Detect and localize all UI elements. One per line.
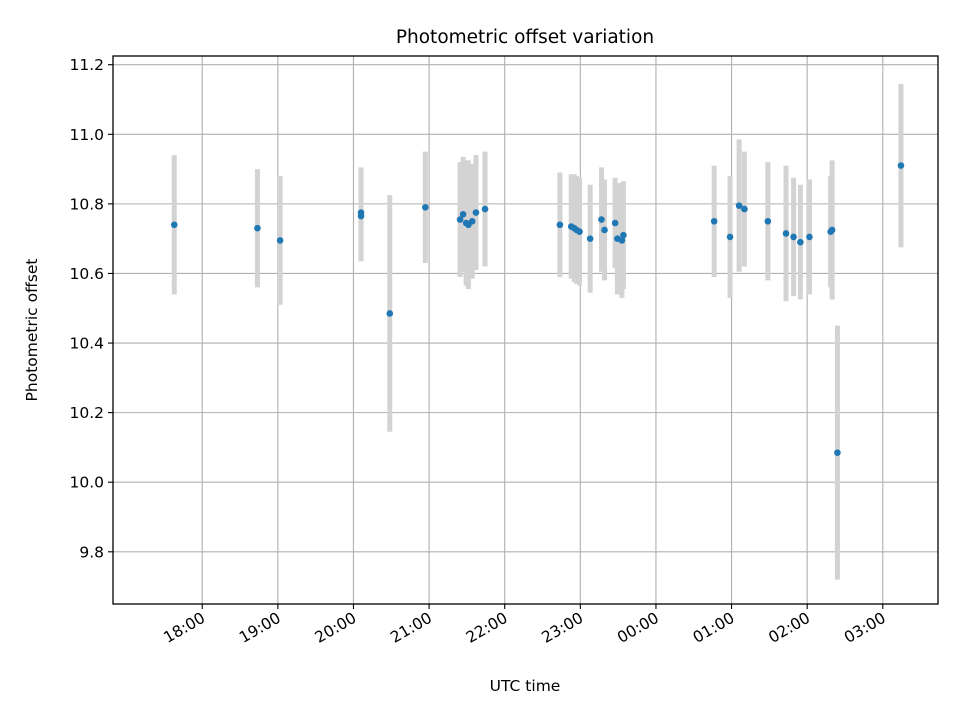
data-point (741, 205, 748, 213)
y-axis-ticks: 9.8 10.0 10.2 10.4 10.6 10.8 11.0 11.2 (69, 56, 113, 561)
x-axis-label: UTC time (490, 677, 561, 695)
x-tick-label: 23:00 (539, 609, 587, 647)
grid-lines (113, 56, 938, 604)
x-tick-label: 22:00 (463, 609, 511, 647)
y-tick-label: 10.8 (69, 195, 104, 213)
chart-title: Photometric offset variation (396, 27, 654, 48)
data-point (254, 224, 261, 232)
data-points (170, 162, 905, 456)
error-bars (171, 83, 904, 580)
data-point (764, 217, 772, 225)
data-point (170, 221, 178, 229)
x-axis-ticks: 18:00 19:00 20:00 21:00 22:00 23:00 00:00 01:00… (161, 604, 889, 647)
data-point (897, 162, 905, 169)
data-point (726, 233, 734, 241)
data-point (620, 231, 627, 239)
data-point (828, 226, 836, 234)
data-point (481, 205, 489, 213)
data-point (598, 216, 605, 223)
data-point (790, 233, 797, 241)
y-tick-label: 9.8 (79, 543, 104, 561)
x-tick-label: 03:00 (841, 609, 889, 647)
data-point (422, 204, 429, 211)
x-tick-label: 02:00 (765, 609, 813, 647)
data-point (611, 219, 619, 227)
data-point (459, 211, 467, 218)
data-point (710, 217, 718, 225)
data-point (806, 233, 813, 241)
x-tick-label: 18:00 (161, 609, 209, 647)
data-point (556, 221, 564, 229)
data-point (576, 228, 583, 236)
y-tick-label: 10.6 (69, 265, 104, 283)
data-point (276, 237, 284, 244)
y-tick-label: 10.0 (69, 474, 104, 492)
data-point (586, 235, 594, 242)
data-point (472, 209, 480, 216)
data-point (782, 230, 790, 237)
x-tick-label: 20:00 (312, 609, 360, 647)
y-tick-label: 11.0 (69, 126, 104, 144)
data-point (386, 310, 394, 317)
x-tick-label: 00:00 (614, 609, 662, 647)
data-point (797, 238, 804, 246)
y-tick-label: 10.4 (69, 335, 104, 353)
plot-frame (112, 55, 939, 605)
data-point (357, 209, 365, 216)
data-point (468, 217, 476, 225)
y-tick-label: 10.2 (69, 404, 104, 422)
data-point (618, 237, 626, 244)
x-tick-label: 01:00 (690, 609, 738, 647)
data-point (735, 202, 743, 209)
data-point (834, 449, 841, 456)
x-tick-label: 21:00 (387, 609, 435, 647)
x-tick-label: 19:00 (236, 609, 284, 647)
data-point (456, 216, 464, 223)
data-point (601, 226, 608, 234)
y-tick-label: 11.2 (69, 56, 104, 74)
y-axis-label: Photometric offset (23, 259, 41, 402)
